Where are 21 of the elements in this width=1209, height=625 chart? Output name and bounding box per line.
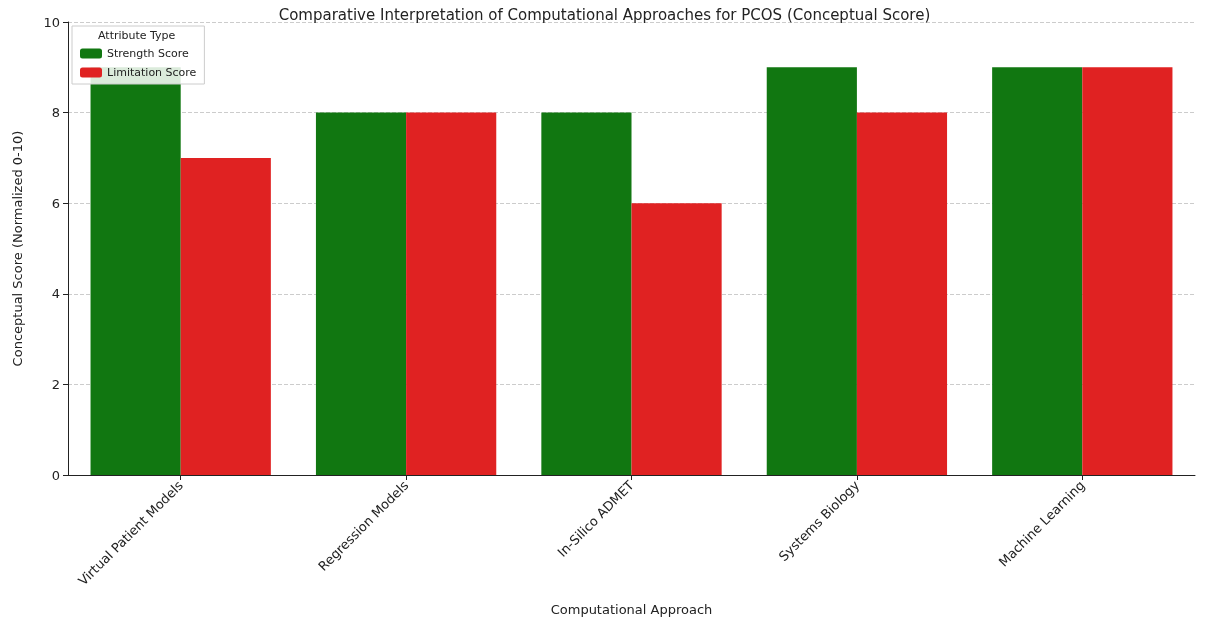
y-tick-label: 0: [51, 467, 60, 483]
y-tick-label: 8: [51, 105, 60, 121]
y-tick-label: 6: [51, 195, 60, 211]
y-tick-label: 4: [51, 286, 60, 302]
bar: [180, 157, 271, 475]
bar: [406, 112, 497, 475]
bar: [856, 112, 948, 475]
legend-title: Attribute Type: [98, 29, 176, 42]
y-axis-title: Conceptual Score (Normalized 0-10): [10, 130, 25, 367]
bar: [315, 112, 407, 475]
y-tick-label: 2: [51, 376, 60, 392]
chart-title: Comparative Interpretation of Computational Approaches for PCOS (Conceptual Score): [278, 5, 931, 24]
bar: [541, 112, 632, 475]
bar: [992, 67, 1083, 475]
legend-label: Limitation Score: [107, 66, 197, 79]
x-axis-title: Computational Approach: [550, 602, 713, 617]
bar: [766, 67, 857, 475]
y-tick-label: 10: [43, 14, 60, 30]
bar: [1082, 67, 1173, 475]
legend-label: Strength Score: [107, 47, 190, 60]
bar: [631, 203, 722, 475]
